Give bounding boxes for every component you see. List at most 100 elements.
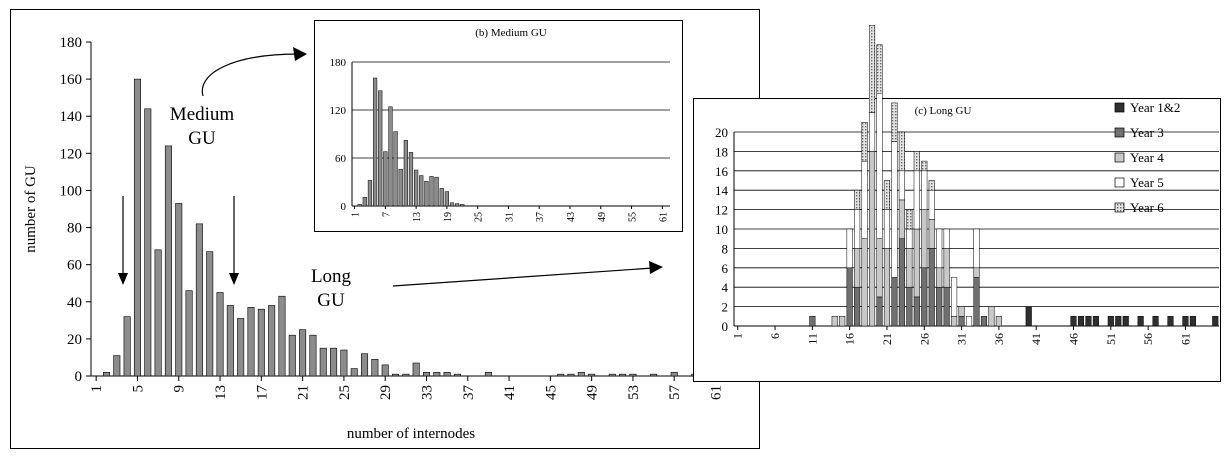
chart-c-bar-year-1-2 [1167, 316, 1174, 327]
chart-c-bar-year-4 [906, 248, 913, 288]
chart-b-bar [449, 202, 455, 207]
chart-a-x-tick-label: 5 [130, 385, 146, 393]
chart-a-bar [619, 373, 627, 377]
chart-c-title: (c) Long GU [915, 105, 972, 117]
chart-c-x-tick-label: 16 [843, 333, 857, 345]
chart-c-bar-year-5 [943, 228, 950, 249]
chart-c-bar-year-4 [898, 199, 905, 239]
chart-a-y-axis-label: number of GU [23, 165, 39, 253]
chart-c-bar-year-4 [921, 209, 928, 269]
chart-a-bar [433, 371, 441, 377]
chart-c-bar-year-6 [913, 151, 920, 172]
chart-a-bar [588, 373, 596, 377]
chart-a-y-tick-label: 120 [60, 146, 83, 162]
chart-a-bar [175, 203, 183, 377]
chart-c-bar-year-4 [883, 248, 891, 327]
chart-c-bar-year-3 [854, 286, 861, 327]
chart-c-x-tick-label: 51 [1104, 333, 1118, 345]
chart-a-bar [577, 371, 585, 377]
chart-a-x-tick-label: 29 [378, 385, 394, 400]
chart-c-bar-year-3 [973, 277, 980, 327]
chart-a-bar [195, 223, 203, 377]
chart-a-bar [299, 329, 307, 377]
chart-c-legend-swatch [1114, 177, 1125, 188]
chart-a-bar [392, 373, 400, 377]
curved-arrow-line [201, 53, 300, 97]
chart-b-bar [444, 191, 449, 207]
chart-a-bar [144, 108, 152, 377]
chart-a-bar [340, 349, 348, 377]
chart-b-bar [383, 151, 388, 207]
chart-a-bar [453, 373, 461, 377]
chart-c-y-tick-label: 2 [722, 300, 729, 315]
chart-a-bar [133, 78, 141, 377]
chart-b-bar [429, 176, 434, 207]
chart-a-bar [670, 371, 678, 377]
chart-c-bar-year-6 [891, 102, 898, 142]
chart-c-bar-year-4 [913, 228, 920, 298]
chart-b-bar [393, 131, 398, 207]
chart-c-y-tick-label: 4 [722, 280, 729, 295]
chart-a-y-tick-label: 140 [60, 109, 83, 125]
chart-a-bar [309, 334, 317, 377]
chart-c-bar-year-4 [943, 248, 950, 288]
chart-c-bar-year-4 [928, 219, 935, 249]
chart-b-bar [424, 180, 429, 207]
chart-c-bar-year-5 [973, 228, 980, 269]
chart-c-y-tick-label: 18 [715, 144, 728, 159]
chart-c-x-tick-label: 41 [1029, 333, 1043, 345]
chart-b-bar [367, 180, 373, 207]
chart-c-bar-year-1-2 [1085, 316, 1092, 327]
chart-c-bar-year-3 [898, 238, 905, 327]
chart-c-bar-year-4 [936, 267, 943, 288]
chart-c-y-tick-label: 6 [722, 261, 729, 276]
chart-c-legend-label: Year 6 [1130, 200, 1164, 215]
chart-a-x-tick-label: 57 [667, 385, 683, 401]
chart-a-bar [412, 362, 420, 377]
chart-a-bar [268, 305, 276, 377]
down-arrow-head-icon [118, 273, 128, 285]
chart-c-bar-year-1-2 [1152, 316, 1159, 327]
chart-b-x-tick-label: 1 [351, 212, 362, 217]
chart-c-bar-year-5 [861, 160, 868, 239]
chart-c-bar-year-3 [876, 296, 883, 327]
chart-c-bar-year-3 [921, 267, 928, 327]
chart-c-bar-year-3 [958, 316, 965, 327]
chart-a-x-tick-label: 61 [709, 385, 725, 400]
chart-b-x-tick-label: 61 [658, 212, 669, 222]
chart-b-bar [362, 196, 367, 207]
chart-c-y-tick-label: 14 [715, 183, 729, 198]
long-gu-annotation-line2: GU [317, 290, 345, 311]
chart-c-bar-year-3 [943, 286, 950, 327]
chart-b-bar [419, 175, 424, 207]
chart-c-bar-year-4 [861, 238, 868, 327]
chart-a-x-tick-label: 9 [172, 385, 188, 393]
chart-c-bar-year-1-2 [1122, 316, 1129, 327]
chart-b-bar [357, 204, 362, 207]
chart-c-bar-year-4 [995, 316, 1002, 327]
chart-b-bar [398, 168, 403, 207]
chart-c-bar-year-1-2 [1182, 316, 1189, 327]
chart-a-bar [402, 373, 410, 377]
chart-a-bar [330, 347, 338, 377]
chart-b-y-tick-label: 60 [335, 153, 347, 165]
chart-a-bar [185, 290, 193, 377]
chart-c-bar-year-3 [913, 296, 920, 327]
chart-c-bar-year-5 [928, 189, 935, 220]
chart-a-x-tick-label: 25 [337, 385, 353, 400]
chart-a-bar [154, 249, 162, 377]
chart-a-x-tick-label: 53 [626, 385, 642, 400]
chart-c-bar-year-1-2 [1077, 316, 1085, 327]
chart-a-y-tick-label: 0 [75, 369, 83, 385]
chart-c-legend-label: Year 3 [1130, 125, 1164, 140]
chart-c-bar-year-5 [936, 228, 943, 269]
chart-c-bar-year-5 [951, 277, 958, 317]
chart-a-x-tick-label: 33 [419, 385, 435, 400]
chart-a-bar [102, 371, 110, 377]
chart-c-bar-year-4 [951, 316, 958, 327]
chart-a-x-tick-label: 13 [213, 385, 229, 400]
chart-c-bar-year-1-2 [1070, 316, 1077, 327]
chart-b-panel: (b) Medium GU 0 60 120 180 1 7 13 19 25 31 37 43 49 55… [314, 20, 683, 232]
chart-c-bar-year-3 [980, 316, 988, 327]
